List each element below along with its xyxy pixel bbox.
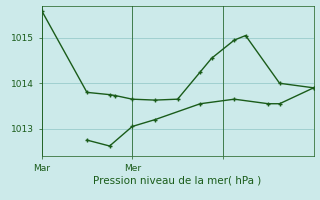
X-axis label: Pression niveau de la mer( hPa ): Pression niveau de la mer( hPa ) bbox=[93, 175, 262, 185]
